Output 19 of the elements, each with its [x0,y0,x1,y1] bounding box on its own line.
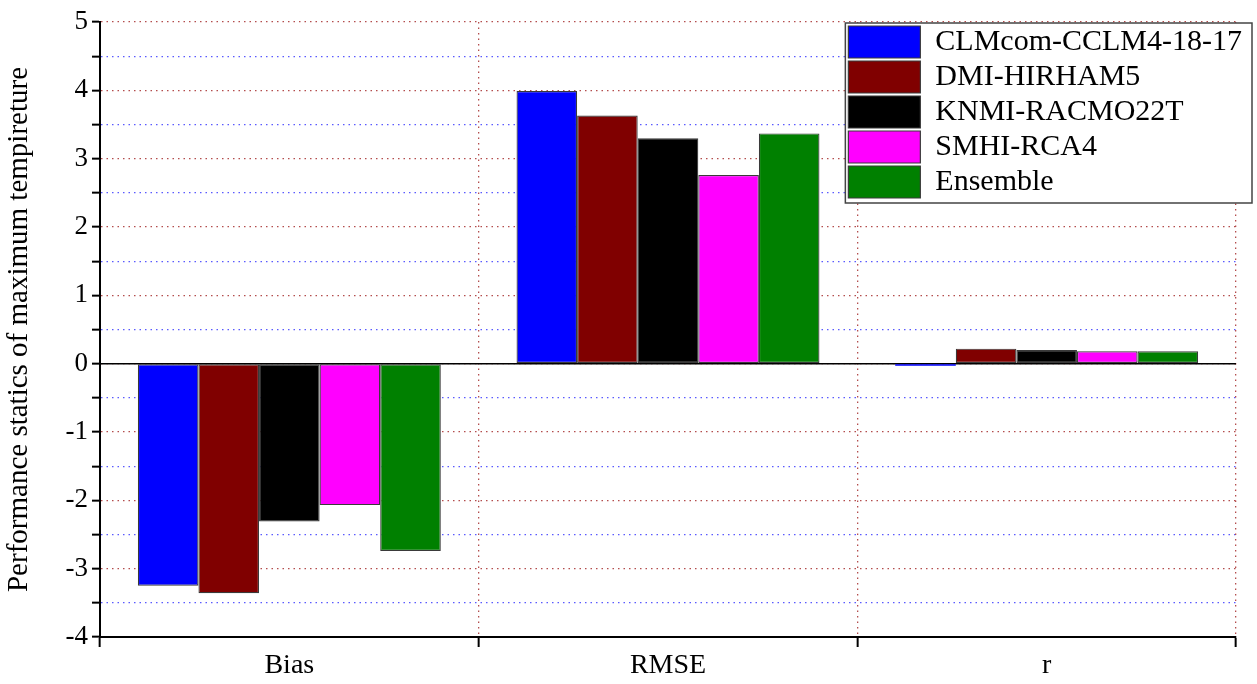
legend-label: SMHI-RCA4 [935,127,1098,161]
y-tick-label: 0 [74,346,88,377]
legend-label: KNMI-RACMO22T [935,92,1184,126]
x-tick-label: RMSE [629,648,707,680]
y-tick-label: -4 [65,620,89,651]
y-tick-label: -2 [65,483,88,514]
y-tick-label: -3 [65,551,88,582]
legend-label: Ensemble [935,162,1054,196]
legend-label: DMI-HIRHAM5 [935,57,1141,91]
y-tick-label: 5 [74,5,88,36]
y-tick-label: 4 [74,73,89,104]
x-tick-label: r [1042,648,1052,680]
y-tick-label: 2 [74,210,88,241]
y-tick-label: -1 [65,415,88,446]
legend-label: CLMcom-CCLM4-18-17 [935,22,1243,56]
y-axis-title: Performance statics of maximum tempireture [1,66,34,593]
x-tick-label: Bias [264,648,315,680]
y-tick-label: 1 [74,278,88,309]
y-tick-label: 3 [74,141,88,172]
